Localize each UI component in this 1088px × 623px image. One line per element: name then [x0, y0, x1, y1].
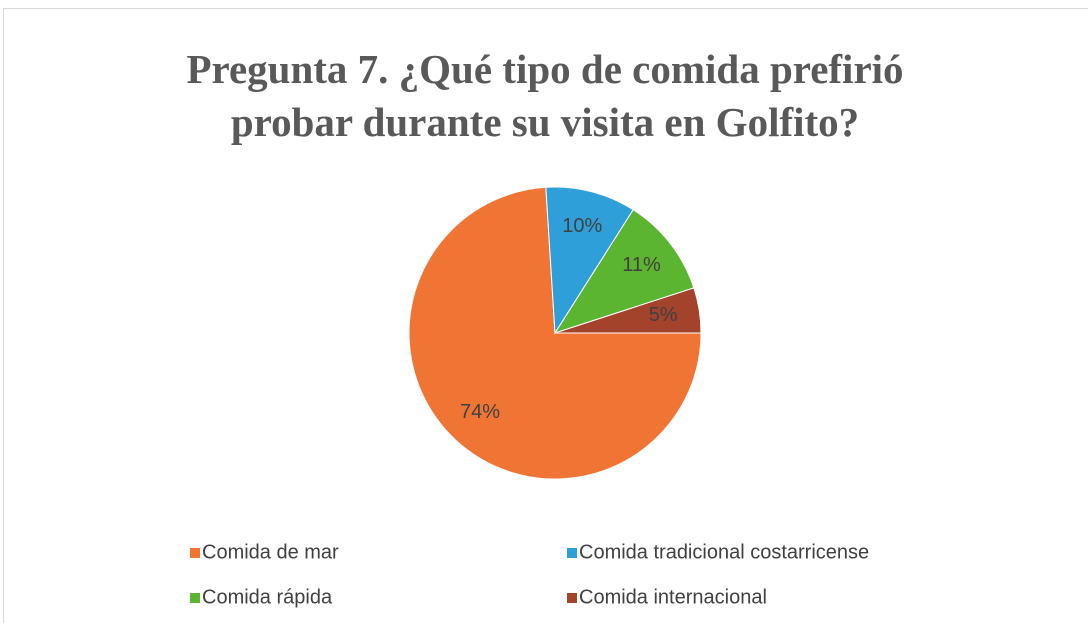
pie-slice [545, 186, 634, 335]
pie-slice [553, 209, 695, 334]
data-label: 5% [649, 304, 678, 326]
data-label: 10% [562, 215, 602, 237]
pie-slice [554, 287, 702, 334]
legend-label: Comida rápida [202, 586, 333, 608]
data-label: 11% [622, 254, 661, 276]
legend-label: Comida tradicional costarricense [579, 541, 869, 563]
legend-label: Comida internacional [579, 586, 767, 608]
legend-marker [567, 593, 577, 603]
chart-title: Pregunta 7. ¿Qué tipo de comida prefirió… [186, 46, 903, 145]
legend-marker [567, 548, 577, 558]
legend-label: Comida de mar [202, 541, 339, 563]
legend-marker [190, 548, 200, 558]
data-label: 74% [460, 401, 500, 423]
legend-marker [190, 593, 200, 603]
